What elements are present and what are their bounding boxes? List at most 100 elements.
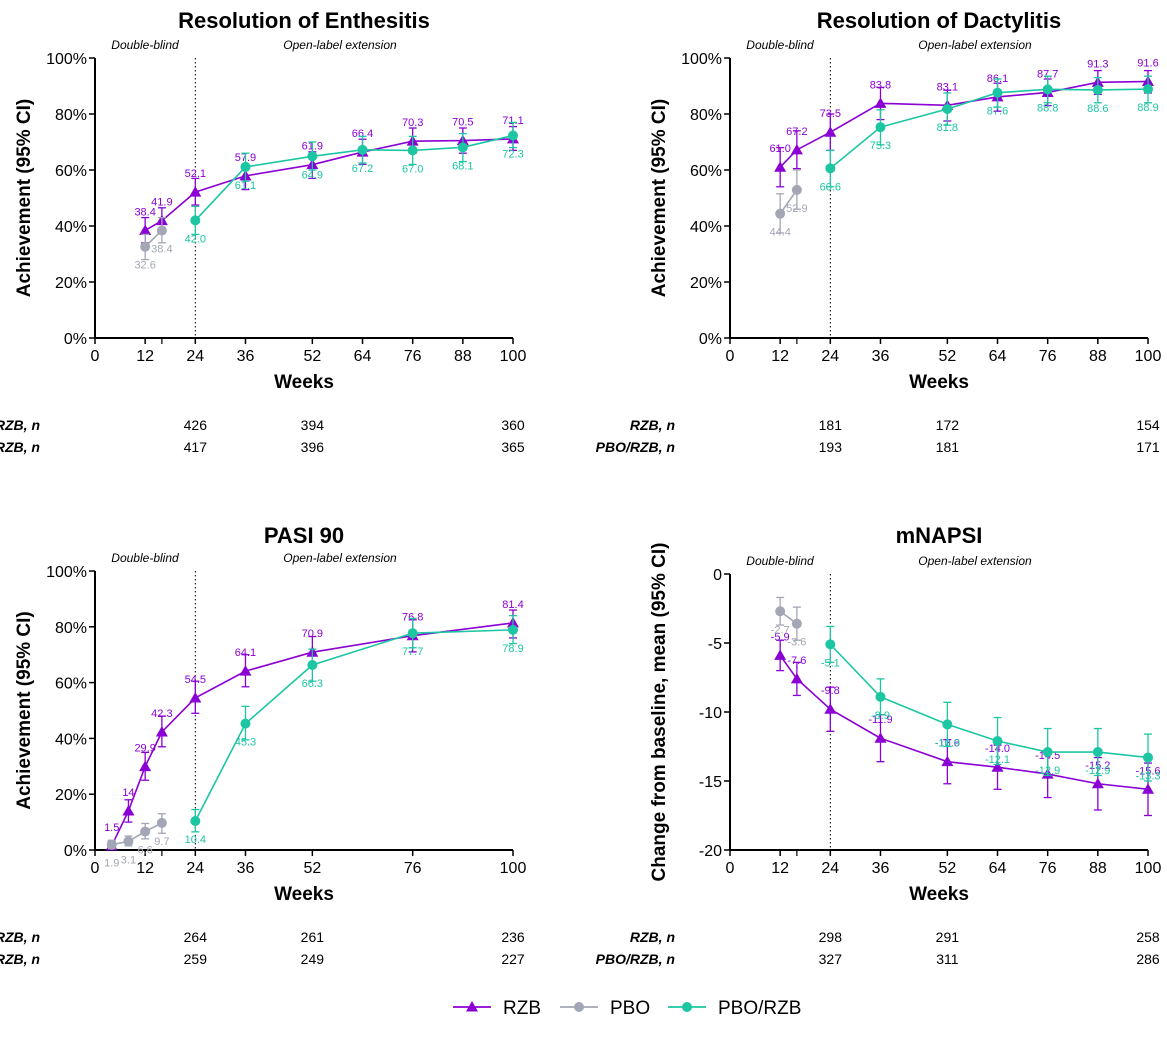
data-point xyxy=(156,225,167,236)
x-tick-label: 0 xyxy=(91,348,100,365)
n-count-rzb: 426 xyxy=(184,417,208,433)
x-axis-label: Weeks xyxy=(274,884,334,905)
period-label-open-label: Open-label extension xyxy=(283,551,397,565)
y-tick-label: -20 xyxy=(699,843,722,860)
x-tick-label: 36 xyxy=(237,348,255,365)
n-count-rzb: 236 xyxy=(501,929,525,945)
n-row-label-rzb: RZB, n xyxy=(0,929,40,945)
y-tick-label: 0% xyxy=(699,331,722,348)
data-point xyxy=(190,815,201,826)
data-label: 38.4 xyxy=(151,243,172,255)
x-tick-label: 12 xyxy=(136,860,154,877)
data-label: 87.6 xyxy=(987,106,1008,118)
data-label: 81.4 xyxy=(502,599,523,611)
y-tick-label: -10 xyxy=(699,705,722,722)
data-point xyxy=(1091,777,1104,789)
x-axis-label: Weeks xyxy=(909,372,969,393)
data-point xyxy=(508,130,518,141)
n-count-pbo-rzb: 327 xyxy=(819,951,843,967)
x-tick-label: 52 xyxy=(303,860,321,877)
data-label: 60.6 xyxy=(820,181,841,193)
data-point xyxy=(775,208,786,219)
n-count-pbo-rzb: 171 xyxy=(1136,439,1160,455)
data-point xyxy=(790,672,803,684)
data-label: 72.3 xyxy=(502,149,523,161)
data-label: 67.2 xyxy=(352,163,373,175)
data-point xyxy=(941,755,954,767)
y-tick-label: 20% xyxy=(55,787,87,804)
data-point xyxy=(775,606,786,617)
period-label-open-label: Open-label extension xyxy=(283,38,397,52)
n-count-pbo-rzb: 365 xyxy=(501,439,525,455)
data-point xyxy=(1142,783,1154,794)
n-count-rzb: 360 xyxy=(501,417,525,433)
data-point xyxy=(122,804,135,816)
x-tick-label: 76 xyxy=(1039,860,1057,877)
data-label: 38.4 xyxy=(134,206,155,218)
x-tick-label: 64 xyxy=(989,348,1007,365)
data-point xyxy=(190,215,201,226)
y-tick-label: 100% xyxy=(46,564,87,581)
data-point xyxy=(357,144,368,155)
data-label: 29.9 xyxy=(134,743,155,755)
n-count-pbo-rzb: 227 xyxy=(501,951,525,967)
data-label: -2.7 xyxy=(771,624,790,636)
x-tick-label: 12 xyxy=(771,860,789,877)
data-label: 64.1 xyxy=(235,647,256,659)
data-point xyxy=(307,660,318,671)
data-label: 81.8 xyxy=(937,122,958,134)
y-tick-label: -5 xyxy=(708,636,722,653)
data-point xyxy=(942,719,953,730)
data-point xyxy=(1042,747,1053,758)
data-label: 52.1 xyxy=(185,168,206,180)
x-tick-label: 76 xyxy=(404,860,422,877)
data-label: 64.9 xyxy=(302,169,323,181)
y-tick-label: 0% xyxy=(64,843,87,860)
n-row-label-pbo-rzb: PBO/RZB, n xyxy=(596,439,675,455)
n-count-rzb: 258 xyxy=(1136,929,1160,945)
series-rzb: 1.5 14 29.9 42.3 54.5 64.1 70.9 76.8 81.4 xyxy=(104,599,524,851)
period-label-double-blind: Double-blind xyxy=(746,554,814,568)
data-point xyxy=(992,87,1003,98)
y-tick-label: 100% xyxy=(681,51,722,68)
x-tick-label: 36 xyxy=(872,348,890,365)
series-pbo: 44.4 52.9 xyxy=(769,169,808,239)
data-point xyxy=(1143,84,1153,95)
data-point xyxy=(774,161,787,172)
x-tick-label: 52 xyxy=(303,348,321,365)
n-count-rzb: 261 xyxy=(301,929,325,945)
data-label: -3.6 xyxy=(787,637,806,649)
series-pbo: -2.7-3.6 xyxy=(771,596,806,649)
period-label-double-blind: Double-blind xyxy=(111,551,179,565)
series-pbo: 1.9 3.16.69.7 xyxy=(104,813,170,870)
x-tick-label: 52 xyxy=(938,348,956,365)
chart-panel-1: Resolution of Enthesitis Double-blind Open… xyxy=(0,8,526,455)
data-point xyxy=(875,691,886,702)
data-point xyxy=(140,826,151,837)
n-count-pbo-rzb: 286 xyxy=(1136,951,1160,967)
data-label: 68.1 xyxy=(452,160,473,172)
n-count-pbo-rzb: 417 xyxy=(184,439,208,455)
data-point xyxy=(240,161,251,172)
data-label: 87.7 xyxy=(1037,68,1058,80)
x-tick-label: 12 xyxy=(771,348,789,365)
data-point xyxy=(139,224,152,235)
data-label: 61.0 xyxy=(769,143,790,155)
series-pbo: 32.6 38.4 xyxy=(134,216,173,272)
x-tick-label: 88 xyxy=(454,348,472,365)
data-point xyxy=(790,143,803,155)
n-count-rzb: 181 xyxy=(819,417,843,433)
x-tick-label: 36 xyxy=(872,860,890,877)
data-label: 73.5 xyxy=(820,108,841,120)
x-tick-label: 24 xyxy=(186,860,204,877)
data-label: 42.3 xyxy=(151,708,172,720)
data-label: 91.6 xyxy=(1137,58,1158,70)
data-label: 66.3 xyxy=(302,678,323,690)
data-point xyxy=(791,618,802,629)
x-tick-label: 64 xyxy=(354,348,372,365)
y-tick-label: 100% xyxy=(46,51,87,68)
legend-marker xyxy=(682,1002,692,1012)
data-label: 6.6 xyxy=(138,845,153,857)
data-label: -5.9 xyxy=(771,631,790,643)
x-tick-label: 12 xyxy=(136,348,154,365)
